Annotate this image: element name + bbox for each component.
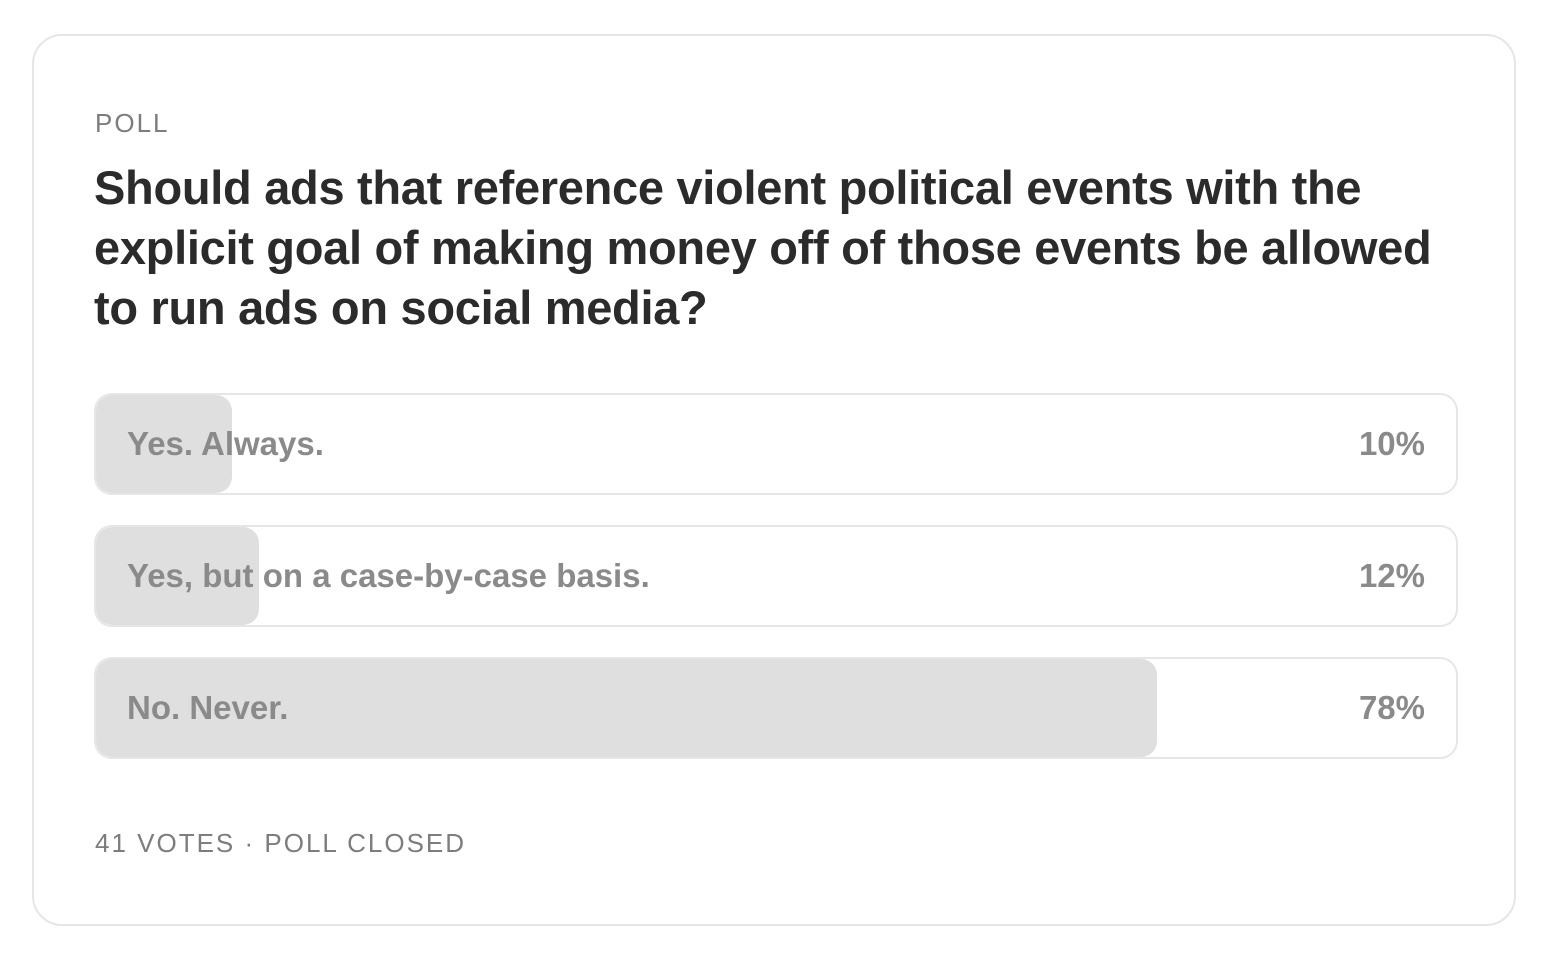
poll-option-label: Yes, but on a case-by-case basis. xyxy=(127,557,650,594)
poll-option-percent: 12% xyxy=(1358,557,1425,594)
poll-option-result-bar xyxy=(96,527,260,625)
poll-option-result-bar xyxy=(96,659,1157,757)
poll-option-yes-case-by-case[interactable]: Yes, but on a case-by-case basis. 12% xyxy=(94,525,1458,627)
poll-options: Yes. Always. 10% Yes, but on a case-by-c… xyxy=(94,393,1458,789)
poll-option-percent: 78% xyxy=(1358,689,1425,726)
poll-card: POLL Should ads that reference violent p… xyxy=(32,34,1516,926)
poll-option-no-never[interactable]: No. Never. 78% xyxy=(94,657,1458,759)
poll-option-label: Yes. Always. xyxy=(127,425,324,462)
poll-option-yes-always[interactable]: Yes. Always. 10% xyxy=(94,393,1458,495)
poll-footer-status: 41 VOTES · POLL CLOSED xyxy=(95,828,467,858)
poll-question: Should ads that reference violent politi… xyxy=(94,161,1432,334)
poll-option-percent: 10% xyxy=(1358,425,1425,462)
poll-option-label: No. Never. xyxy=(127,689,289,726)
poll-kicker: POLL xyxy=(95,108,170,138)
poll-option-result-bar xyxy=(96,395,232,493)
